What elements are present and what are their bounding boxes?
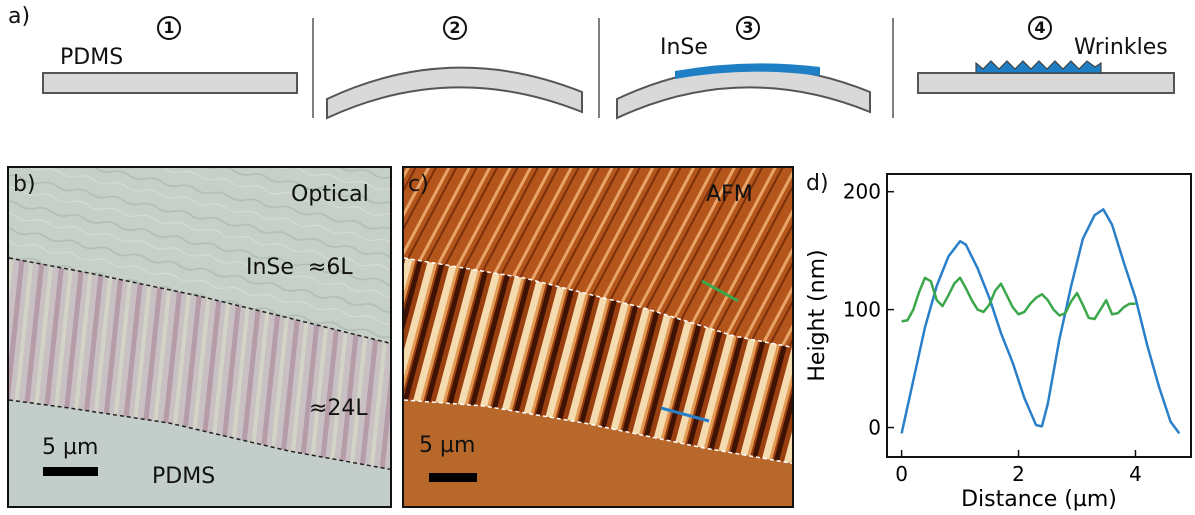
x-axis-label: Distance (µm) [961, 487, 1117, 512]
x-tick-label: 0 [895, 462, 908, 486]
pdms-bent-slab [326, 66, 583, 120]
blue-profile-line [660, 406, 710, 423]
afm-scale-bar [429, 473, 477, 482]
optical-scale-bar [43, 467, 98, 476]
series-line-1 [900, 208, 1181, 435]
afm-pdms-region [404, 400, 792, 506]
panel-b-label: b) [13, 172, 36, 197]
inse-flake [675, 63, 820, 79]
afm-thick-band [404, 258, 792, 464]
optical-image-panel: b) Optical InSe ≈6L ≈24L 5 µm PDMS [7, 166, 392, 508]
panel-d-label: d) [806, 171, 829, 196]
x-tick-label: 2 [1012, 462, 1025, 486]
plot-frame [886, 173, 1192, 458]
panel-c-label: c) [408, 172, 429, 197]
afm-image-panel: c) AFM 5 µm [402, 166, 794, 508]
pdms-region-label: PDMS [152, 464, 216, 489]
afm-title: AFM [706, 182, 753, 207]
height-profile-chart: 0 2 4 0 100 200 Distance (µm) Height (nm) [805, 173, 1192, 512]
y-tick-label: 100 [843, 298, 881, 322]
series-layer [900, 208, 1181, 435]
pdms-relaxed-slab [917, 72, 1175, 94]
inse-wrinkled-flake [975, 60, 1102, 74]
afm-thin-thick-boundary [404, 257, 792, 348]
step-number-3: 3 [736, 16, 760, 40]
afm-scale-label: 5 µm [419, 433, 476, 458]
step-number-4: 4 [1028, 16, 1052, 40]
thick-inse-region [9, 258, 390, 470]
pdms-flat-slab [42, 72, 298, 94]
axis-ticks: 0 2 4 0 100 200 [843, 180, 1142, 486]
step-number-2: 2 [443, 16, 467, 40]
thin-region-label: InSe ≈6L [246, 255, 353, 280]
y-tick-label: 0 [868, 416, 881, 440]
optical-scale-label: 5 µm [42, 435, 99, 460]
pdms-region [9, 400, 390, 506]
optical-title: Optical [291, 182, 369, 207]
y-tick-label: 200 [843, 180, 881, 204]
inse-label: InSe [660, 35, 708, 60]
series-line-2 [901, 276, 1136, 323]
panel-a-schematic [42, 18, 1175, 120]
panel-a-label: a) [8, 4, 31, 29]
wrinkles-label: Wrinkles [1074, 35, 1168, 60]
optical-micrograph [9, 168, 390, 506]
thick-region-label: ≈24L [309, 396, 368, 421]
y-axis-label: Height (nm) [805, 249, 830, 381]
step-number-1: 1 [157, 16, 181, 40]
pdms-bent-slab-with-flake [616, 66, 871, 120]
green-profile-line [701, 279, 739, 303]
x-tick-label: 4 [1129, 462, 1142, 486]
afm-topography [404, 168, 792, 506]
pdms-label: PDMS [60, 45, 124, 70]
flake-edge-boundary [9, 399, 390, 471]
